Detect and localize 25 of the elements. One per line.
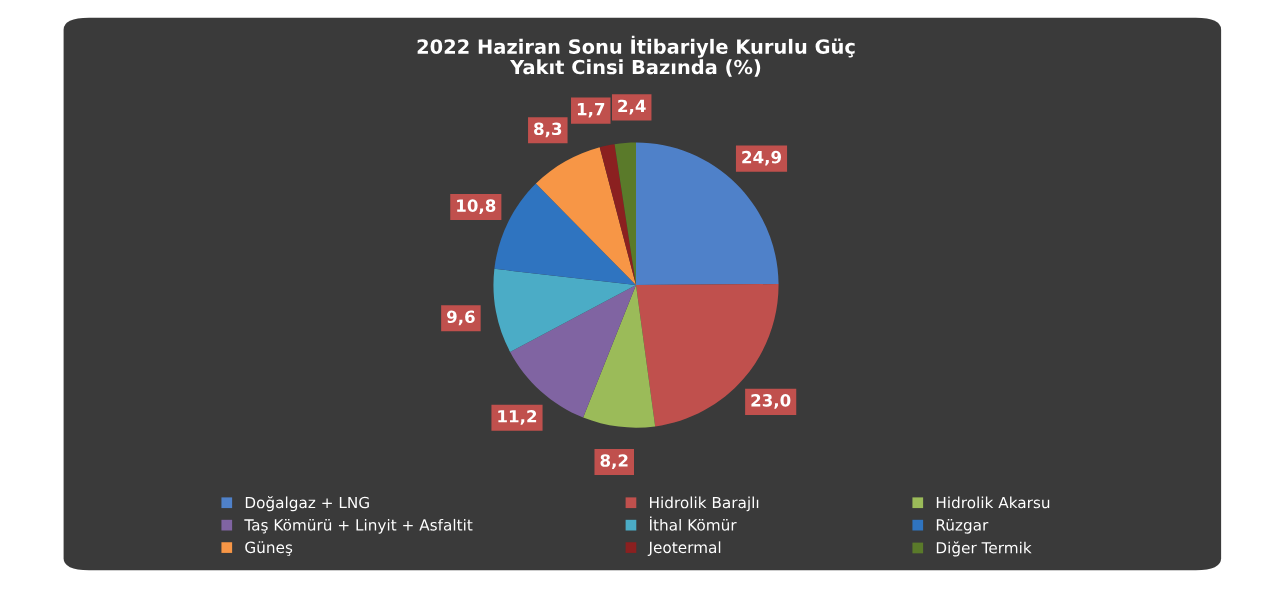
data-label: 2,4: [618, 99, 646, 115]
legend-label: Jeotermal: [647, 541, 721, 556]
pie-slice: [535, 147, 636, 286]
pie-slice: [583, 285, 656, 428]
legend-label: Hidrolik Akarsu: [936, 496, 1050, 509]
chart-title: 2022 Haziran Sonu İtibariyle Kurulu Güç Yakıt Cinsi Bazında (%): [417, 35, 855, 77]
data-label: 24,9: [742, 150, 782, 166]
legend-label: Güneş: [245, 541, 293, 556]
legend-label: Doğalgaz + LNG: [245, 496, 369, 512]
legend-label: Diğer Termik: [936, 541, 1032, 557]
legend-label: Rüzgar: [936, 518, 989, 534]
pie-slice: [636, 142, 779, 286]
legend-label: Hidrolik Barajlı: [650, 496, 759, 512]
data-label: 10,8: [457, 199, 496, 215]
pie-slice: [494, 183, 636, 286]
legend-label: İthal Kömür: [650, 516, 737, 531]
pie-slice: [599, 144, 636, 286]
legend-label: Taş Kömürü + Linyit + Asfaltit: [244, 518, 473, 534]
data-label: 9,6: [447, 310, 475, 326]
pie-slice: [493, 268, 636, 352]
data-label: 23,0: [751, 394, 791, 409]
data-label: 8,3: [534, 122, 562, 138]
data-label: 1,7: [577, 103, 605, 118]
data-label: 11,2: [498, 409, 537, 425]
data-label: 8,2: [600, 454, 628, 469]
